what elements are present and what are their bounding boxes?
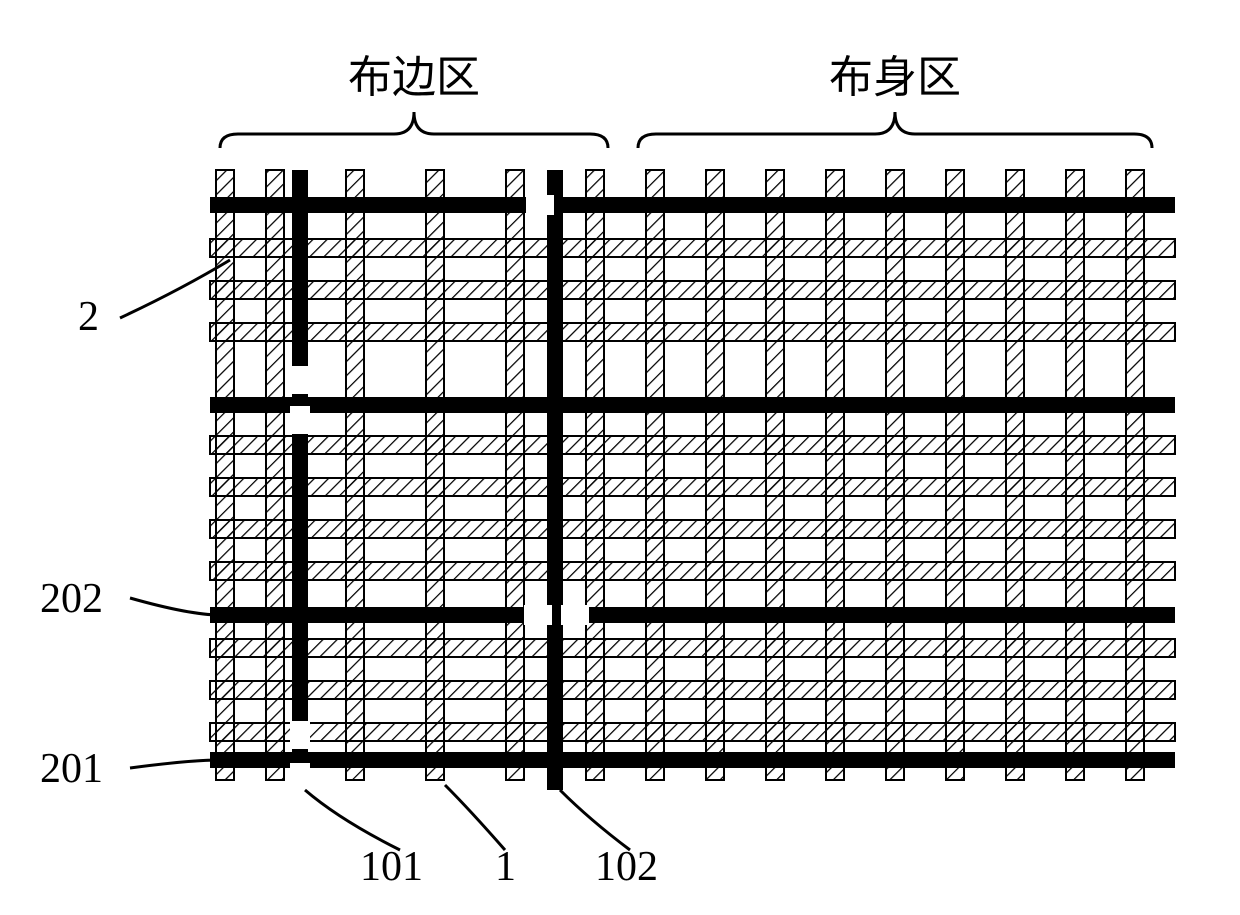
leader-line bbox=[445, 785, 505, 850]
weft-hatched bbox=[210, 681, 1175, 699]
gap bbox=[524, 605, 552, 625]
weft-hatched bbox=[210, 639, 1175, 657]
gap bbox=[290, 366, 310, 394]
gap bbox=[561, 605, 589, 625]
warp-solid bbox=[292, 170, 308, 790]
callout-label: 102 bbox=[595, 844, 658, 890]
region-labels: 布边区 布身区 bbox=[220, 53, 1152, 148]
leader-line bbox=[130, 760, 220, 768]
leader-line bbox=[560, 790, 630, 850]
callout-label: 101 bbox=[360, 844, 423, 890]
region-label: 布身区 bbox=[829, 53, 961, 102]
weft-hatched bbox=[210, 478, 1175, 496]
warp-solid bbox=[547, 170, 563, 790]
callout-label: 202 bbox=[40, 576, 103, 622]
weft-solid bbox=[210, 752, 1175, 768]
gap bbox=[290, 721, 310, 749]
gap bbox=[290, 406, 310, 434]
gap bbox=[526, 195, 554, 215]
weft-hatched bbox=[210, 436, 1175, 454]
weft-hatched bbox=[210, 323, 1175, 341]
callout-label: 1 bbox=[495, 844, 516, 890]
weft-hatched bbox=[210, 281, 1175, 299]
brace-icon bbox=[220, 112, 414, 148]
diagram-svg: 布边区 布身区 2 202 201 101 1 102 bbox=[0, 0, 1240, 915]
callout-label: 201 bbox=[40, 746, 103, 792]
brace-icon bbox=[638, 112, 895, 148]
region-label: 布边区 bbox=[348, 53, 480, 102]
callout-label: 2 bbox=[78, 294, 99, 340]
gap bbox=[290, 763, 310, 791]
diagram-canvas: 布边区 布身区 2 202 201 101 1 102 bbox=[0, 0, 1240, 915]
weft-hatched bbox=[210, 562, 1175, 580]
weft-hatched bbox=[210, 723, 1175, 741]
weft-hatched bbox=[210, 520, 1175, 538]
leader-line bbox=[130, 598, 220, 615]
weft-solid bbox=[210, 607, 1175, 623]
brace-icon bbox=[414, 112, 608, 148]
weft-solid bbox=[210, 397, 1175, 413]
weft-hatched bbox=[210, 239, 1175, 257]
weft-solid bbox=[210, 197, 1175, 213]
brace-icon bbox=[895, 112, 1152, 148]
leader-line bbox=[305, 790, 400, 850]
